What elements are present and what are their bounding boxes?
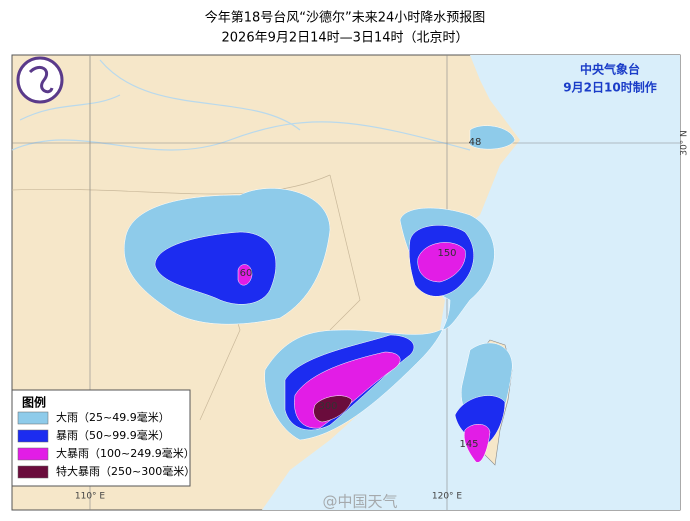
map-label: 48 — [469, 137, 482, 148]
issue-time: 9月2日10时制作 — [563, 80, 656, 95]
legend-swatch — [17, 429, 49, 443]
rain-area — [417, 242, 466, 283]
logo-mark — [28, 66, 54, 94]
legend-label: 大暴雨（100~249.9毫米） — [56, 446, 195, 460]
rain-area — [237, 264, 253, 286]
legend-label: 暴雨（50~99.9毫米） — [56, 428, 170, 442]
legend-swatch — [17, 411, 49, 425]
legend-title: 图例 — [22, 395, 46, 410]
rivers — [11, 59, 471, 151]
agency: 中央气象台 — [580, 62, 640, 77]
legend: 图例 大雨（25~49.9毫米） 暴雨（50~99.9毫米） 大暴雨（100~249… — [11, 389, 195, 487]
lat-label: 30° N — [680, 130, 690, 156]
rain-area — [154, 231, 277, 305]
lon-label: 110° E — [75, 492, 106, 502]
watermark: @中国天气 — [322, 493, 397, 511]
legend-swatch — [17, 465, 49, 479]
map-label: 145 — [459, 439, 478, 450]
legend-swatch — [17, 447, 49, 461]
title: 今年第18号台风“沙德尔”未来24小时降水预报图 — [205, 10, 486, 26]
legend-label: 大雨（25~49.9毫米） — [56, 410, 170, 424]
logo — [16, 56, 64, 104]
legend-label: 特大暴雨（250~300毫米） — [56, 464, 195, 478]
lon-label: 120° E — [432, 492, 463, 502]
rain-area — [464, 424, 491, 463]
subtitle: 2026年9月2日14时—3日14时（北京时） — [222, 31, 469, 46]
rain-area — [313, 395, 353, 423]
rain-areas — [123, 125, 516, 463]
map-label: 150 — [437, 248, 456, 259]
map-label: 300 — [318, 401, 337, 412]
map-label: 60 — [240, 268, 253, 279]
rain-area — [469, 125, 516, 150]
